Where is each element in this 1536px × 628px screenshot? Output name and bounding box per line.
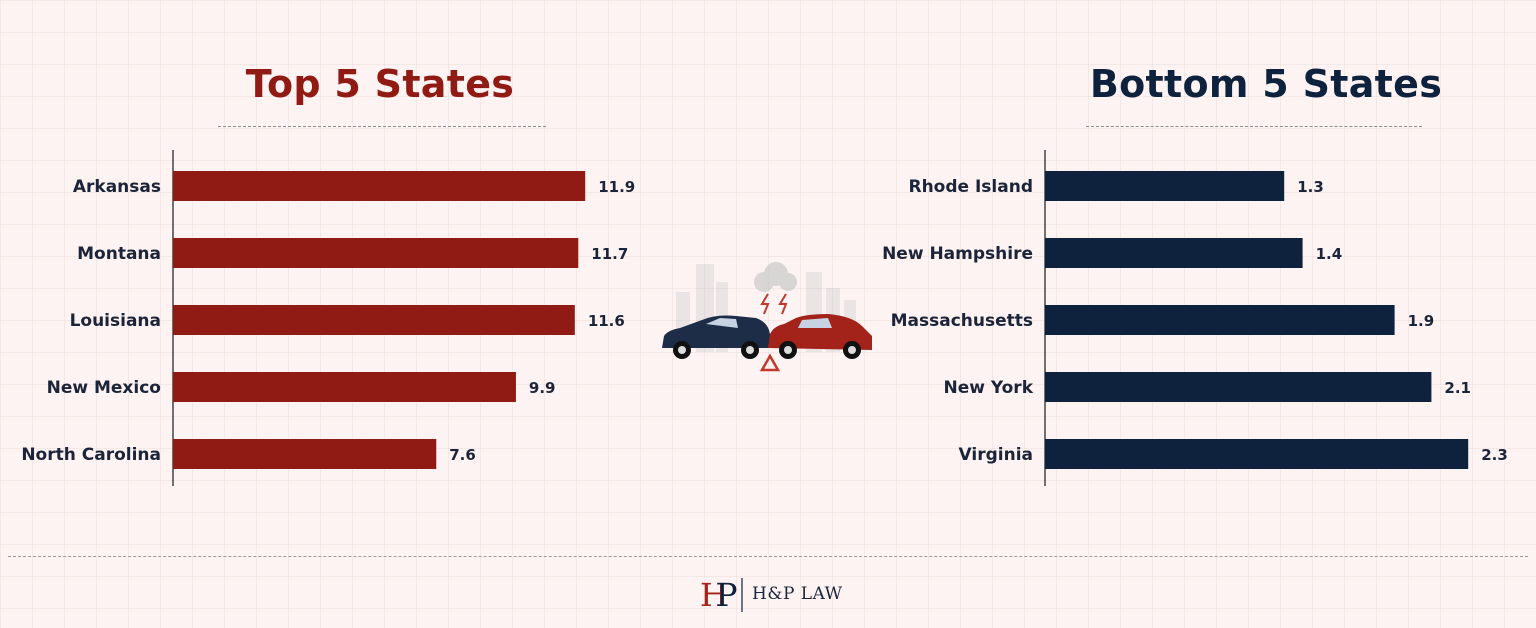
bar xyxy=(173,238,579,268)
value-label: 2.3 xyxy=(1481,446,1508,464)
bar xyxy=(1045,238,1303,268)
left-title-divider xyxy=(218,126,546,127)
category-label: New Mexico xyxy=(47,378,161,398)
category-label: Louisiana xyxy=(70,311,161,331)
svg-text:P: P xyxy=(716,576,738,614)
right-chart-title: Bottom 5 States xyxy=(1089,62,1443,106)
value-label: 9.9 xyxy=(529,379,556,397)
bar xyxy=(1045,305,1395,335)
brand-name: H&P LAW xyxy=(752,584,843,604)
value-label: 11.6 xyxy=(588,312,625,330)
footer-divider xyxy=(8,556,1528,557)
value-label: 7.6 xyxy=(449,446,476,464)
right-title-divider xyxy=(1086,126,1422,127)
category-label: Montana xyxy=(77,244,161,264)
bar xyxy=(173,305,575,335)
bar xyxy=(173,372,516,402)
car-crash-icon xyxy=(662,262,872,372)
left-chart-title: Top 5 States xyxy=(245,62,515,106)
category-label: Virginia xyxy=(959,445,1033,465)
bar xyxy=(1045,372,1432,402)
bar xyxy=(173,439,437,469)
hp-monogram-logo: H P xyxy=(700,576,743,614)
category-label: North Carolina xyxy=(21,445,161,465)
category-label: Massachusetts xyxy=(891,311,1033,331)
svg-text:H: H xyxy=(700,576,728,614)
category-label: New Hampshire xyxy=(882,244,1033,264)
value-label: 2.1 xyxy=(1444,379,1471,397)
value-label: 1.4 xyxy=(1316,245,1343,263)
category-label: Rhode Island xyxy=(908,177,1033,197)
category-label: New York xyxy=(944,378,1034,398)
bar xyxy=(173,171,586,201)
bar xyxy=(1045,171,1285,201)
value-label: 1.9 xyxy=(1408,312,1435,330)
footer-logo: H P H&P LAW xyxy=(698,574,843,614)
bar xyxy=(1045,439,1469,469)
value-label: 11.9 xyxy=(598,178,635,196)
value-label: 1.3 xyxy=(1297,178,1324,196)
value-label: 11.7 xyxy=(591,245,628,263)
category-label: Arkansas xyxy=(73,177,161,197)
